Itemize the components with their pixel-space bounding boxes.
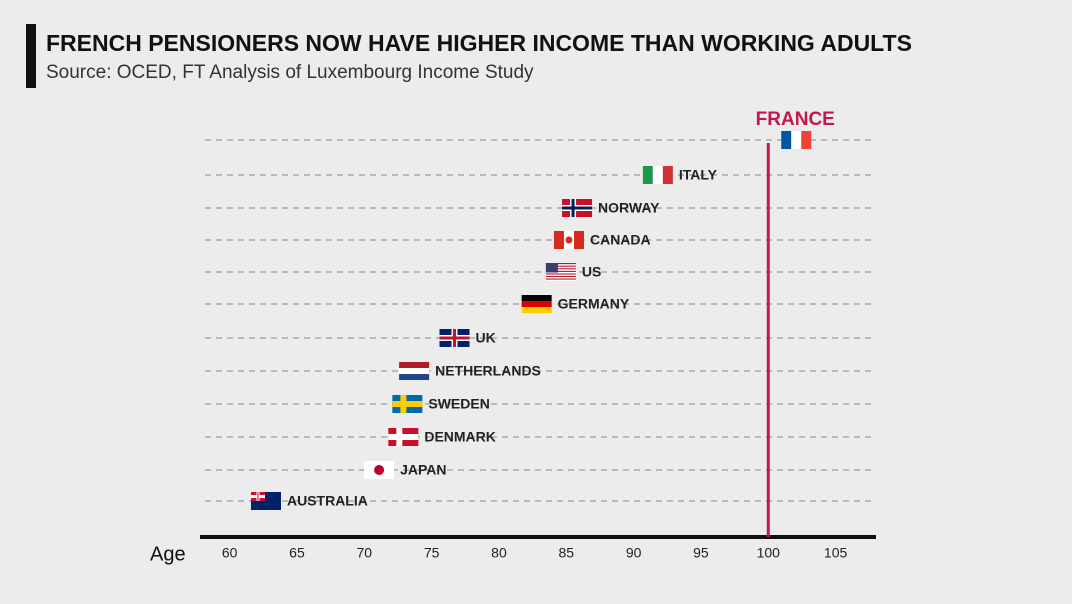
flag-part	[388, 434, 419, 440]
flag	[392, 395, 423, 413]
flag-part	[573, 231, 584, 249]
x-tick-label: 105	[824, 545, 848, 561]
flag-part	[545, 265, 576, 267]
country-label: GERMANY	[558, 296, 630, 312]
country-label: NORWAY	[598, 200, 660, 216]
chart-title: FRENCH PENSIONERS NOW HAVE HIGHER INCOME…	[46, 30, 912, 56]
flag-part	[545, 279, 576, 281]
flag-part	[801, 131, 812, 149]
flag-part	[791, 131, 802, 149]
country-label: DENMARK	[424, 429, 496, 445]
x-tick-label: 95	[693, 545, 709, 561]
x-tick-label: 70	[356, 545, 372, 561]
country-label: ITALY	[679, 167, 718, 183]
flag-part	[545, 274, 576, 276]
flag-part	[545, 263, 576, 265]
country-label: NETHERLANDS	[435, 363, 541, 379]
x-tick-label: 60	[222, 545, 238, 561]
reference-label: FRANCE	[756, 109, 835, 130]
flag-part	[399, 374, 430, 380]
flag-part	[642, 166, 653, 184]
flag	[250, 492, 281, 510]
flag-part	[545, 264, 576, 266]
country-label: AUSTRALIA	[287, 493, 368, 509]
flag	[553, 231, 584, 249]
x-tick-label: 85	[558, 545, 574, 561]
flag-part	[545, 266, 576, 269]
flag-part	[392, 401, 423, 407]
flag-part	[545, 278, 576, 280]
x-axis-label: Age	[150, 543, 186, 565]
flag	[642, 166, 673, 184]
flag-part	[399, 368, 430, 374]
flag-part	[545, 263, 558, 273]
flag-part	[545, 270, 576, 272]
country-label: UK	[476, 330, 496, 346]
country-label: SWEDEN	[428, 396, 489, 412]
flag	[521, 295, 552, 313]
chart-subtitle: Source: OCED, FT Analysis of Luxembourg …	[46, 62, 534, 83]
flag-part	[399, 362, 430, 368]
flag	[562, 199, 593, 217]
x-tick-label: 90	[626, 545, 642, 561]
flag-part	[545, 272, 576, 274]
flag-part	[545, 277, 576, 279]
flag-part	[374, 465, 385, 475]
x-tick-label: 75	[424, 545, 440, 561]
flag-part	[562, 206, 593, 210]
flag	[439, 329, 470, 347]
flag-part	[565, 236, 573, 244]
flag-part	[521, 307, 552, 313]
flag-part	[662, 166, 673, 184]
country-label: JAPAN	[400, 462, 446, 478]
x-tick-label: 80	[491, 545, 507, 561]
flag-part	[521, 295, 552, 301]
flag	[364, 461, 395, 479]
flag-part	[553, 231, 564, 249]
flag-part	[652, 166, 663, 184]
x-tick-label: 65	[289, 545, 305, 561]
country-label: CANADA	[590, 232, 651, 248]
flag	[388, 428, 419, 446]
flag-part	[545, 268, 576, 270]
flag-part	[257, 492, 259, 501]
flag-part	[545, 269, 576, 271]
flag-part	[439, 336, 470, 340]
country-label: US	[582, 264, 601, 280]
reference-flag	[781, 131, 812, 149]
title-bar	[26, 24, 36, 88]
flag-part	[545, 275, 576, 278]
flag	[399, 362, 430, 380]
flag-part	[521, 301, 552, 307]
flag-part	[781, 131, 792, 149]
x-tick-label: 100	[757, 545, 781, 561]
flag	[545, 263, 576, 281]
flag-part	[545, 273, 576, 275]
